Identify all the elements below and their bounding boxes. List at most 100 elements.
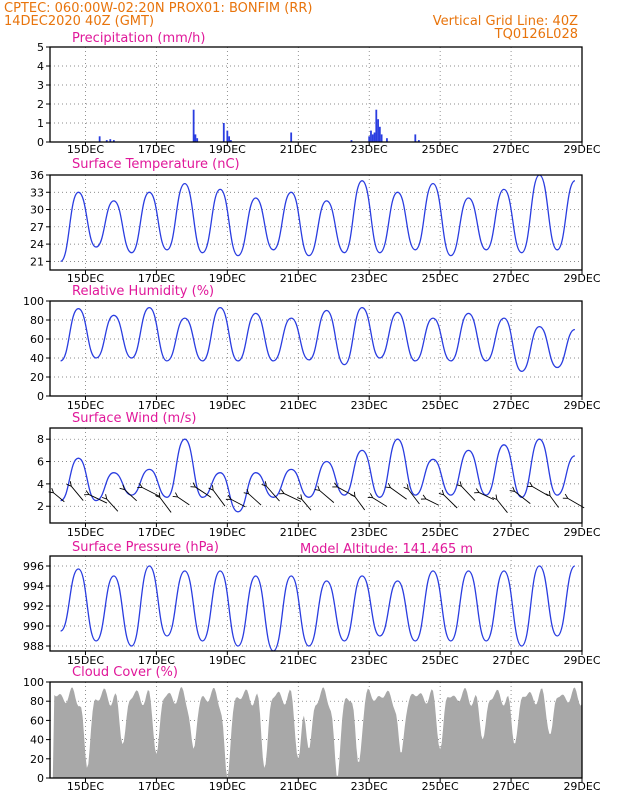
wind-arrowhead	[69, 481, 72, 487]
wind-arrowhead	[192, 482, 196, 488]
wind-arrowhead	[459, 481, 462, 487]
wind-arrowhead	[174, 492, 179, 498]
x-tick-label: 17DEC	[138, 143, 175, 156]
precip-bar	[222, 123, 225, 142]
x-tick-label: 29DEC	[563, 143, 600, 156]
y-tick-label: 5	[37, 41, 44, 54]
x-tick-label: 23DEC	[351, 780, 388, 793]
x-tick-label: 19DEC	[209, 526, 246, 539]
wind-arrowhead	[300, 494, 303, 500]
precip-bar	[192, 109, 195, 142]
precip-bar	[373, 132, 376, 142]
panel-title: Surface Temperature (nC)	[72, 157, 240, 172]
wind-arrowhead	[139, 483, 143, 488]
y-tick-label: 21	[30, 255, 44, 268]
precip-bar	[370, 130, 372, 142]
y-tick-label: 3	[37, 79, 44, 92]
y-tick-label: 33	[30, 186, 44, 199]
panel-3: Surface Wind (m/s) 2 4 6 8 15DEC 17DEC 19DEC 21D…	[37, 411, 601, 539]
panel-title: Cloud Cover (%)	[72, 665, 178, 680]
wind-arrowhead	[495, 494, 498, 500]
x-tick-label: 17DEC	[138, 654, 175, 667]
x-tick-label: 27DEC	[493, 272, 530, 285]
wind-arrowhead	[296, 497, 302, 500]
model-altitude: Model Altitude: 141.465 m	[300, 542, 473, 557]
precip-bar	[377, 119, 379, 142]
x-tick-label: 27DEC	[493, 526, 530, 539]
wind-arrow	[407, 489, 420, 505]
x-tick-label: 29DEC	[563, 654, 600, 667]
precip-bar	[368, 136, 371, 142]
wind-arrowhead	[492, 497, 498, 500]
wind-arrowhead	[545, 493, 551, 497]
x-tick-label: 27DEC	[493, 780, 530, 793]
x-tick-label: 19DEC	[209, 143, 246, 156]
wind-arrow	[53, 492, 65, 503]
precip-bar	[380, 134, 383, 142]
wind-arrow	[142, 487, 161, 497]
wind-arrowhead	[317, 485, 320, 491]
precip-bar	[375, 109, 378, 142]
x-tick-label: 25DEC	[422, 399, 459, 412]
wind-arrowhead	[438, 493, 444, 496]
series-line	[59, 565, 576, 651]
wind-arrow	[106, 498, 119, 512]
wind-arrowhead	[422, 494, 427, 500]
wind-arrowhead	[101, 496, 107, 500]
wind-arrow	[301, 499, 312, 511]
precip-bar	[371, 134, 374, 142]
x-tick-label: 25DEC	[422, 272, 459, 285]
precip-bar	[196, 138, 199, 142]
wind-arrowhead	[212, 485, 214, 491]
wind-arrowhead	[227, 494, 232, 500]
precip-bar	[378, 126, 381, 142]
wind-arrowhead	[512, 486, 516, 492]
x-tick-label: 19DEC	[209, 654, 246, 667]
plot-frame	[49, 174, 583, 271]
x-tick-label: 23DEC	[351, 399, 388, 412]
wind-arrow	[248, 493, 262, 506]
series-line	[60, 306, 576, 372]
x-tick-label: 19DEC	[209, 399, 246, 412]
wind-arrow	[319, 490, 335, 503]
wind-arrow	[283, 493, 302, 502]
wind-arrowhead	[66, 483, 72, 487]
x-tick-label: 27DEC	[493, 399, 530, 412]
panel-0: Precipitation (mm/h) 0 1 2 3 4 5 15DEC 17DEC 19DE…	[37, 31, 601, 156]
wind-arrow	[390, 487, 407, 500]
y-tick-label: 80	[30, 695, 44, 708]
x-tick-label: 29DEC	[563, 780, 600, 793]
wind-arrowhead	[334, 482, 338, 488]
x-tick-label: 29DEC	[563, 272, 600, 285]
x-tick-label: 21DEC	[280, 780, 317, 793]
y-tick-label: 36	[30, 169, 44, 182]
x-tick-label: 15DEC	[67, 780, 104, 793]
wind-arrowhead	[403, 486, 409, 490]
precip-bar	[194, 134, 197, 142]
wind-arrow	[425, 498, 439, 506]
wind-arrowhead	[119, 487, 125, 490]
wind-arrowhead	[385, 486, 391, 489]
x-tick-label: 21DEC	[280, 399, 317, 412]
x-tick-label: 25DEC	[422, 654, 459, 667]
x-tick-label: 25DEC	[422, 143, 459, 156]
x-tick-label: 21DEC	[280, 654, 317, 667]
wind-arrowhead	[208, 487, 214, 491]
x-tick-label: 25DEC	[422, 526, 459, 539]
wind-arrowhead	[350, 494, 356, 498]
plot-frame	[49, 46, 583, 143]
series-line	[59, 175, 576, 263]
wind-arrowhead	[261, 483, 267, 487]
x-tick-label: 17DEC	[138, 272, 175, 285]
y-tick-label: 988	[23, 640, 44, 653]
header-line1: CPTEC: 060:00W-02:20N PROX01: BONFIM (RR…	[4, 1, 312, 16]
panel-2: Relative Humidity (%) 0 20 40 60 80 100 15DEC 17…	[23, 284, 601, 412]
x-tick-label: 15DEC	[67, 143, 104, 156]
wind-arrowhead	[456, 484, 462, 487]
y-tick-label: 6	[37, 456, 44, 469]
x-tick-label: 15DEC	[67, 399, 104, 412]
y-tick-label: 27	[30, 221, 44, 234]
x-tick-label: 15DEC	[67, 272, 104, 285]
wind-arrow	[266, 485, 280, 502]
y-tick-label: 40	[30, 734, 44, 747]
